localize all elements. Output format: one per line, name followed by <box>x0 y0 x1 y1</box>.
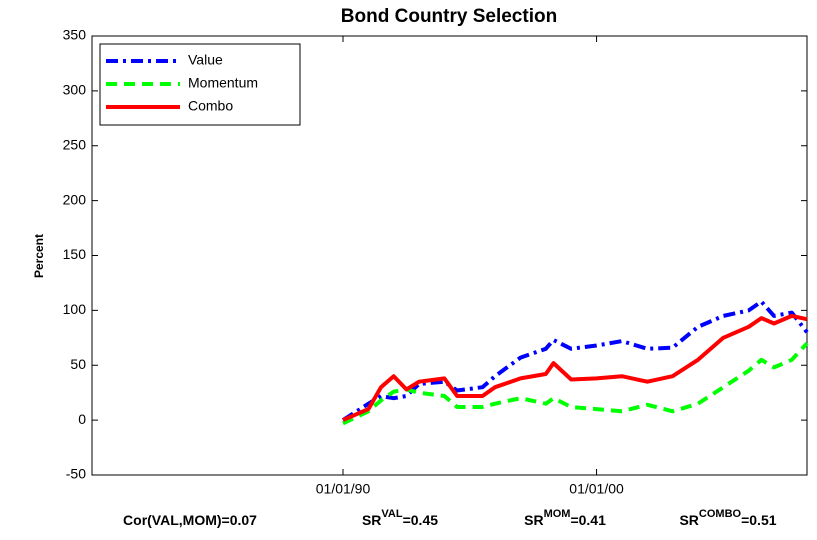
annotation: SRCOMBO=0.51 <box>679 508 776 528</box>
chart-title: Bond Country Selection <box>341 6 557 27</box>
legend: Value Momentum Combo <box>99 43 301 126</box>
y-tick-label: 350 <box>63 27 87 43</box>
y-tick-label: 100 <box>63 301 87 317</box>
x-tick-label: 01/01/00 <box>569 481 624 497</box>
y-tick-label: 50 <box>70 356 86 372</box>
series-line <box>342 313 808 422</box>
annotation-superscript: COMBO <box>699 508 742 520</box>
annotation-text: SR <box>679 512 698 528</box>
annotation: SRVAL=0.45 <box>362 508 438 528</box>
annotation-text: Cor(VAL,MOM)=0.07 <box>123 512 257 528</box>
annotation-superscript: MOM <box>544 508 571 520</box>
series-line <box>341 299 809 422</box>
annotation-text: =0.41 <box>570 512 606 528</box>
legend-label: Value <box>188 52 223 68</box>
legend-label: Momentum <box>188 75 258 91</box>
y-tick-label: 250 <box>63 136 87 152</box>
annotation-text: =0.51 <box>741 512 777 528</box>
y-axis-label: Percent <box>32 234 46 278</box>
y-tick-label: 300 <box>63 82 87 98</box>
annotation-text: SR <box>524 512 543 528</box>
annotation-text: =0.45 <box>403 512 439 528</box>
y-tick-label: 200 <box>63 191 87 207</box>
y-tick-label: -50 <box>66 466 86 482</box>
annotation-superscript: VAL <box>381 508 402 520</box>
x-tick-label: 01/01/90 <box>316 481 371 497</box>
legend-label: Combo <box>188 98 233 114</box>
annotation: Cor(VAL,MOM)=0.07 <box>123 512 257 528</box>
annotation: SRMOM=0.41 <box>524 508 606 528</box>
y-tick-label: 0 <box>78 411 86 427</box>
annotation-text: SR <box>362 512 381 528</box>
y-tick-label: 150 <box>63 246 87 262</box>
